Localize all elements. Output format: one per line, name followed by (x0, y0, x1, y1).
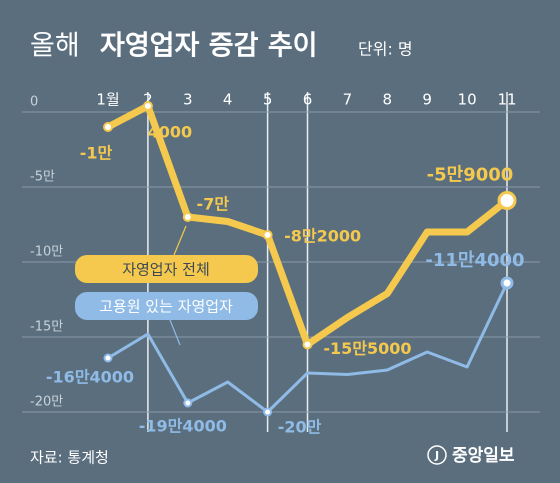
legend-label: 고용원 있는 자영업자 (99, 298, 233, 316)
data-label: -16만4000 (46, 368, 134, 387)
x-tick-label: 9 (422, 91, 432, 109)
logo-icon (427, 445, 447, 465)
chart-title: 자영업자 증감 추이 (100, 31, 318, 62)
point (183, 398, 193, 408)
y-tick-label: -20만 (30, 395, 63, 410)
data-label: -8만2000 (284, 227, 361, 246)
point (262, 230, 273, 240)
legend-leader (169, 319, 181, 346)
x-tick-label: 4 (223, 91, 233, 109)
data-label: 4000 (148, 123, 193, 142)
data-label: -15만5000 (323, 339, 411, 358)
x-tick-label: 6 (303, 91, 313, 109)
data-label: -5만9000 (427, 165, 514, 186)
x-tick-label: 2 (143, 91, 153, 109)
x-tick-label: 8 (383, 91, 393, 109)
legend-label: 자영업자 전체 (122, 261, 210, 279)
series-line (107, 282, 509, 414)
y-tick-label: -5만 (30, 170, 55, 185)
legend-box (75, 292, 258, 320)
x-tick-label: 7 (343, 91, 353, 109)
x-tick-label: 3 (183, 91, 193, 109)
point (142, 101, 153, 111)
x-tick-label: 11 (497, 91, 516, 109)
x-tick-label: 5 (263, 91, 273, 109)
data-label: -11만4000 (425, 250, 524, 271)
y-tick-label: 0 (30, 95, 38, 110)
logo-icon-letter: J (434, 449, 439, 462)
data-label: -7만 (197, 195, 230, 214)
legend-box (75, 255, 258, 283)
legend-leader (173, 225, 187, 256)
chart-title-light: 올해 (30, 31, 80, 62)
x-tick-label: 1월 (96, 91, 119, 109)
data-label: -1만 (80, 144, 113, 163)
point (263, 407, 273, 417)
point (302, 339, 313, 350)
y-tick-label: -10만 (30, 245, 63, 260)
data-label: -20만 (278, 418, 322, 437)
x-tick-label: 10 (458, 91, 477, 109)
point (500, 276, 514, 290)
point (497, 191, 517, 210)
logo: 중앙일보 (452, 446, 515, 466)
point (103, 122, 113, 132)
unit-note: 단위: 명 (358, 40, 413, 59)
point (182, 212, 193, 222)
y-tick-label: -15만 (30, 320, 63, 335)
point (103, 353, 113, 363)
source: 자료: 통계청 (30, 449, 109, 467)
data-label: -19만4000 (139, 417, 227, 436)
